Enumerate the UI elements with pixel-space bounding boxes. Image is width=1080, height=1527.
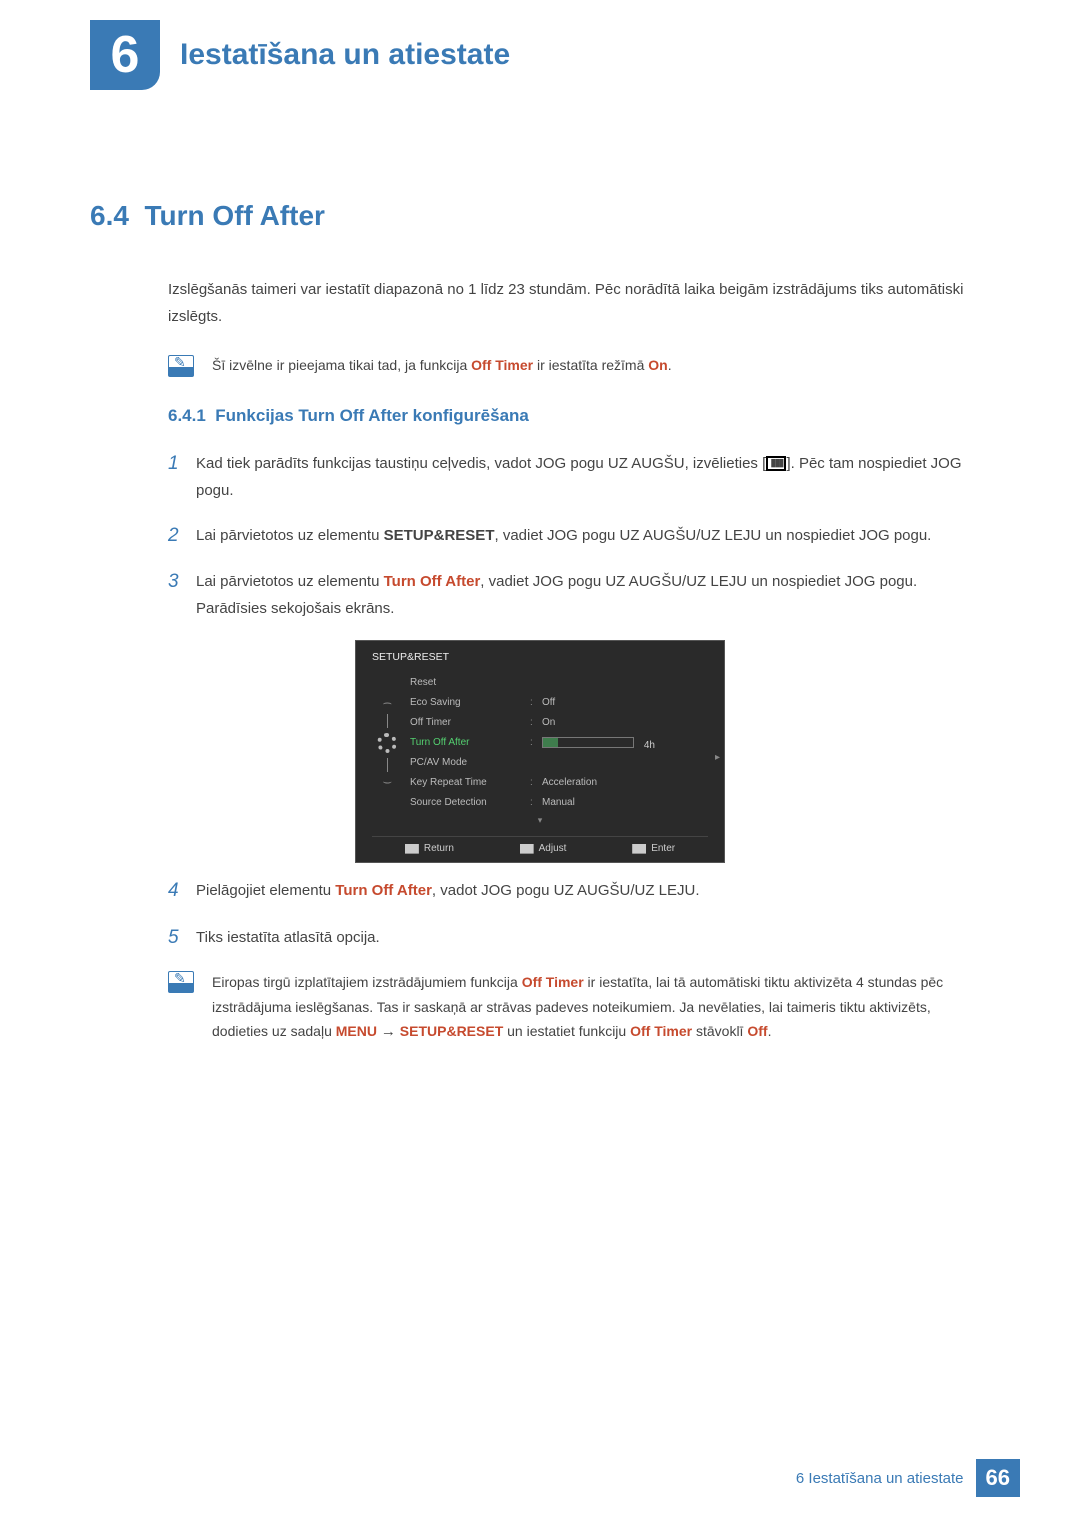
chapter-title: Iestatīšana un atiestate xyxy=(180,38,510,72)
step-2: 2 Lai pārvietotos uz elementu SETUP&RESE… xyxy=(168,522,990,551)
step-2-text: Lai pārvietotos uz elementu SETUP&RESET,… xyxy=(196,522,931,551)
osd-row-label: Turn Off After xyxy=(410,733,530,753)
note-icon xyxy=(168,971,194,993)
arrow-right-icon: → xyxy=(381,1023,396,1040)
gear-icon xyxy=(377,733,397,753)
osd-row-label: Source Detection xyxy=(410,793,530,813)
osd-row: Turn Off After:4h xyxy=(410,733,708,753)
osd-row-value: On xyxy=(542,713,708,733)
page-footer: 6 Iestatīšana un atiestate 66 xyxy=(796,1459,1020,1497)
step-5: 5 Tiks iestatīta atlasītā opcija. xyxy=(168,924,990,953)
osd-row-value xyxy=(542,753,708,773)
step-number: 1 xyxy=(168,450,196,504)
footer-text: 6 Iestatīšana un atiestate xyxy=(796,1470,964,1487)
osd-enter-label: Enter xyxy=(632,843,675,854)
step-number: 2 xyxy=(168,522,196,551)
osd-row: Off Timer:On xyxy=(410,713,708,733)
step-4: 4 Pielāgojiet elementu Turn Off After, v… xyxy=(168,877,990,906)
osd-row-label: Off Timer xyxy=(410,713,530,733)
step-1-text: Kad tiek parādīts funkcijas taustiņu ceļ… xyxy=(196,450,990,504)
step-1: 1 Kad tiek parādīts funkcijas taustiņu c… xyxy=(168,450,990,504)
osd-screenshot: SETUP&RESET ⌢ ⌣ ResetEco Saving:OffOff T… xyxy=(90,640,990,863)
section-name: Turn Off After xyxy=(145,200,325,231)
step-5-text: Tiks iestatīta atlasītā opcija. xyxy=(196,924,380,953)
chevron-right-icon: ▸ xyxy=(715,752,720,763)
menu-icon: ▮▮▮ xyxy=(766,456,786,471)
osd-arc-down-icon: ⌣ xyxy=(382,777,392,788)
section-title: 6.4 Turn Off After xyxy=(90,200,990,232)
step-4-text: Pielāgojiet elementu Turn Off After, vad… xyxy=(196,877,700,906)
osd-row: Eco Saving:Off xyxy=(410,693,708,713)
section-number: 6.4 xyxy=(90,200,129,231)
step-number: 3 xyxy=(168,568,196,622)
step-3-text: Lai pārvietotos uz elementu Turn Off Aft… xyxy=(196,568,990,622)
note-row-2: Eiropas tirgū izplatītajiem izstrādājumi… xyxy=(90,970,990,1045)
chapter-badge: 6 xyxy=(90,20,160,90)
osd-title: SETUP&RESET xyxy=(372,651,708,663)
page-number: 66 xyxy=(976,1459,1020,1497)
osd-row-label: Eco Saving xyxy=(410,693,530,713)
step-3: 3 Lai pārvietotos uz elementu Turn Off A… xyxy=(168,568,990,622)
osd-side-icons: ⌢ ⌣ xyxy=(372,673,402,813)
note-row-1: Šī izvēlne ir pieejama tikai tad, ja fun… xyxy=(90,354,990,378)
page-content: 6.4 Turn Off After Izslēgšanās taimeri v… xyxy=(0,90,1080,1046)
osd-row-label: Reset xyxy=(410,673,530,693)
intro-paragraph: Izslēgšanās taimeri var iestatīt diapazo… xyxy=(90,276,990,330)
osd-row-value: Off xyxy=(542,693,708,713)
osd-row-label: PC/AV Mode xyxy=(410,753,530,773)
osd-row-value: Acceleration xyxy=(542,773,708,793)
chapter-number: 6 xyxy=(111,25,140,85)
step-number: 4 xyxy=(168,877,196,906)
note-icon xyxy=(168,355,194,377)
osd-panel: SETUP&RESET ⌢ ⌣ ResetEco Saving:OffOff T… xyxy=(355,640,725,863)
subsection-title: 6.4.1 Funkcijas Turn Off After konfigurē… xyxy=(90,406,990,426)
steps-list: 1 Kad tiek parādīts funkcijas taustiņu c… xyxy=(90,450,990,623)
osd-rows: ResetEco Saving:OffOff Timer:OnTurn Off … xyxy=(402,673,708,813)
page-header: 6 Iestatīšana un atiestate xyxy=(0,0,1080,90)
osd-row: Source Detection:Manual xyxy=(410,793,708,813)
note-2-text: Eiropas tirgū izplatītajiem izstrādājumi… xyxy=(212,970,990,1045)
chevron-down-icon: ▾ xyxy=(372,815,708,826)
osd-row: Reset xyxy=(410,673,708,693)
osd-row-value: Manual xyxy=(542,793,708,813)
osd-return-label: Return xyxy=(405,843,454,854)
osd-row-label: Key Repeat Time xyxy=(410,773,530,793)
steps-list-2: 4 Pielāgojiet elementu Turn Off After, v… xyxy=(90,877,990,952)
osd-row-value: 4h xyxy=(542,733,708,753)
osd-arc-up-icon: ⌢ xyxy=(382,698,392,709)
step-number: 5 xyxy=(168,924,196,953)
osd-adjust-label: Adjust xyxy=(520,843,567,854)
osd-footer: Return Adjust Enter xyxy=(372,836,708,854)
osd-row: Key Repeat Time:Acceleration xyxy=(410,773,708,793)
osd-row-value xyxy=(542,673,708,693)
note-1-text: Šī izvēlne ir pieejama tikai tad, ja fun… xyxy=(212,354,672,378)
osd-row: PC/AV Mode xyxy=(410,753,708,773)
